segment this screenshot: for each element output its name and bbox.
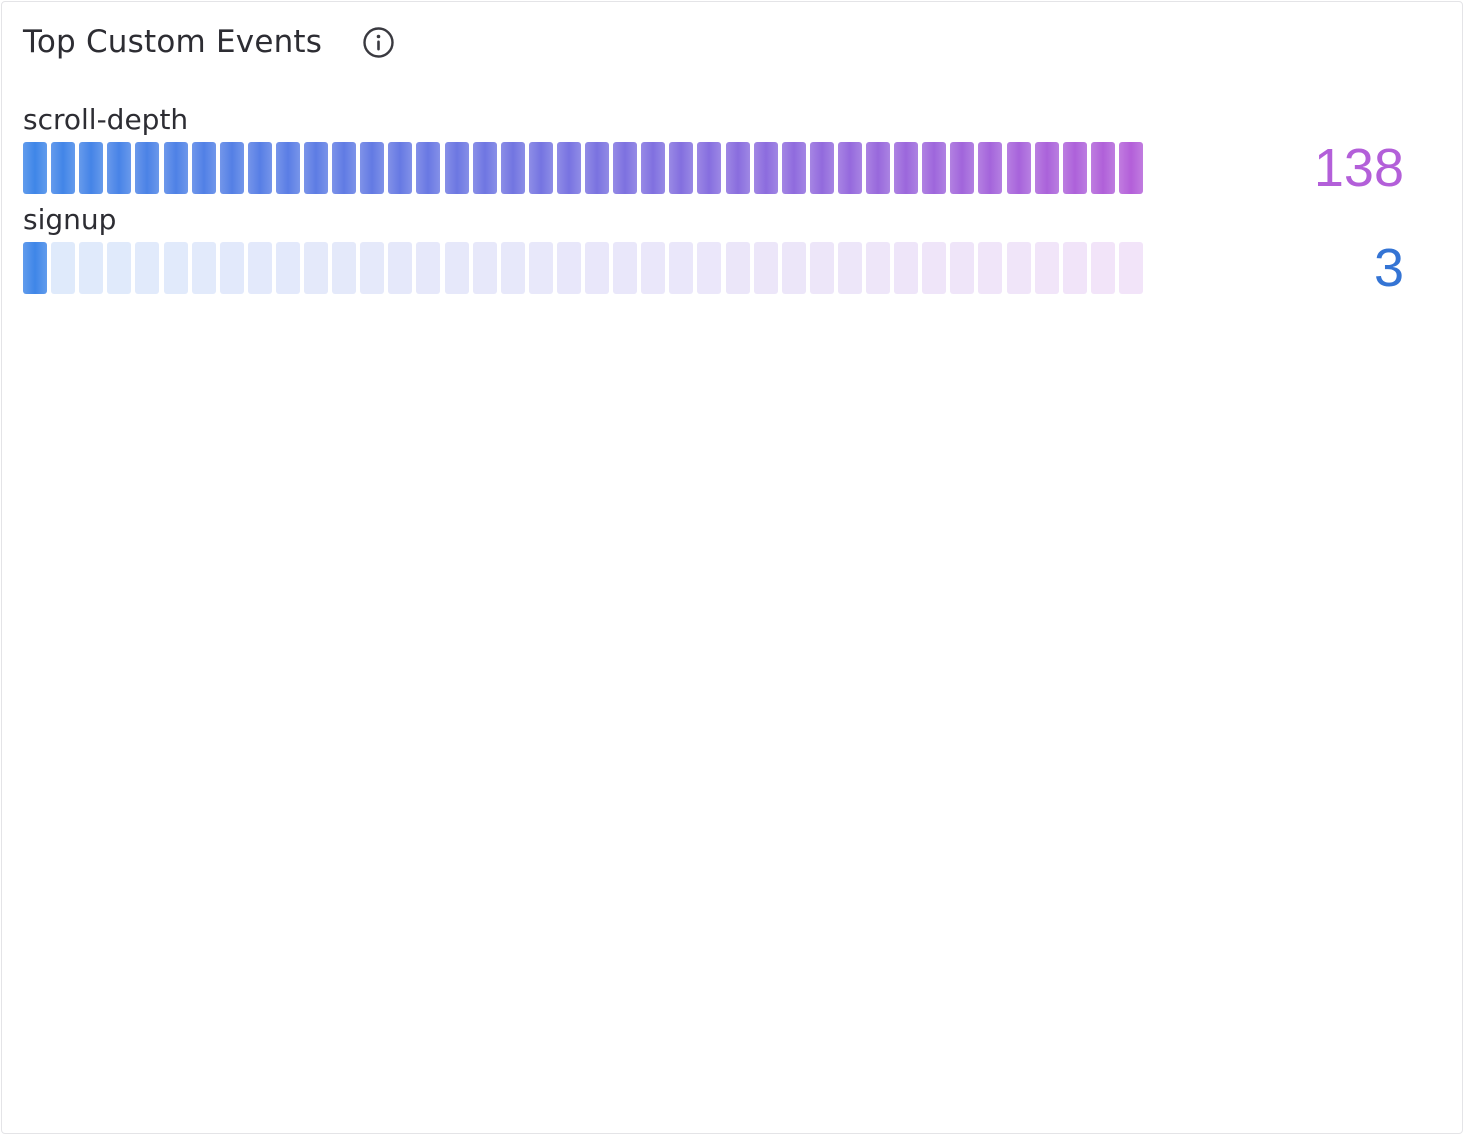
bar-segment (247, 142, 272, 194)
event-name: signup (23, 203, 117, 236)
bar-segment (360, 142, 385, 194)
bar-segment (950, 242, 975, 294)
bar-segment (416, 142, 441, 194)
bar-segment (866, 142, 890, 194)
bar-segment (753, 242, 778, 294)
bar-segment (1034, 142, 1059, 194)
bar-segment (107, 142, 132, 194)
bar-segment (585, 142, 609, 194)
bar-segment (697, 242, 722, 294)
bar-segment (837, 242, 862, 294)
bar-segment (135, 242, 160, 294)
bar-segment (107, 242, 132, 294)
bar-segment (809, 142, 834, 194)
event-bar (23, 242, 1143, 294)
bar-segment (894, 142, 919, 194)
bar-segment (79, 242, 104, 294)
bar-segment (304, 142, 328, 194)
bar-segment (866, 242, 890, 294)
bar-segment (191, 242, 216, 294)
bar-segment (444, 242, 469, 294)
bar-segment (304, 242, 328, 294)
bar-segment (837, 142, 862, 194)
bar-segment (669, 242, 694, 294)
bar-segment (1034, 242, 1059, 294)
bar-segment (781, 242, 806, 294)
bar-segment (950, 142, 975, 194)
event-count: 3 (1373, 238, 1404, 298)
bar-segment (725, 142, 750, 194)
bar-segment (1118, 242, 1143, 294)
bar-segment (219, 142, 244, 194)
bar-segment (922, 242, 947, 294)
event-row-scroll-depth[interactable]: scroll-depth 138 (23, 102, 1408, 198)
event-name: scroll-depth (23, 103, 189, 136)
bar-segment (641, 142, 666, 194)
bar-segment (556, 242, 581, 294)
card-title: Top Custom Events (23, 24, 323, 60)
bar-segment (697, 142, 722, 194)
bar-segment (135, 142, 160, 194)
bar-segment (1062, 242, 1087, 294)
bar-segment (613, 242, 638, 294)
bar-segment (669, 142, 694, 194)
bar-segment (388, 142, 413, 194)
bar-segment (1090, 242, 1115, 294)
bar-segment (922, 142, 947, 194)
bar-segment (275, 142, 300, 194)
bar-segment (641, 242, 666, 294)
event-row-signup[interactable]: signup 3 (23, 202, 1408, 298)
bar-segment (23, 242, 47, 294)
bar-segment (388, 242, 413, 294)
bar-segment (753, 142, 778, 194)
bar-segment (275, 242, 300, 294)
bar-segment (472, 242, 497, 294)
bar-segment (1006, 242, 1031, 294)
bar-segment (978, 142, 1003, 194)
bar-segment (781, 142, 806, 194)
bar-segment (1006, 142, 1031, 194)
bar-segment (1090, 142, 1115, 194)
bar-segment (1062, 142, 1087, 194)
bar-segment (51, 142, 76, 194)
bar-segment (332, 142, 357, 194)
bar-segment (500, 142, 525, 194)
bar-segment (500, 242, 525, 294)
bar-segment (528, 142, 553, 194)
bar-segment (332, 242, 357, 294)
card-header: Top Custom Events (23, 22, 395, 62)
bar-segment (894, 242, 919, 294)
bar-segment (613, 142, 638, 194)
bar-segment (1118, 142, 1143, 194)
bar-segment (809, 242, 834, 294)
info-icon[interactable] (362, 26, 395, 59)
bar-segment (725, 242, 750, 294)
bar-segment (416, 242, 441, 294)
bar-segment (585, 242, 609, 294)
event-bar (23, 142, 1143, 194)
bar-segment (247, 242, 272, 294)
bar-segment (23, 142, 47, 194)
bar-segment (978, 242, 1003, 294)
bar-segment (444, 142, 469, 194)
bar-segment (163, 242, 188, 294)
bar-segment (79, 142, 104, 194)
bar-segment (556, 142, 581, 194)
bar-segment (51, 242, 76, 294)
event-count: 138 (1313, 138, 1404, 198)
bar-segment (191, 142, 216, 194)
bar-segment (472, 142, 497, 194)
bar-segment (360, 242, 385, 294)
bar-segment (163, 142, 188, 194)
bar-segment (528, 242, 553, 294)
bar-segment (219, 242, 244, 294)
